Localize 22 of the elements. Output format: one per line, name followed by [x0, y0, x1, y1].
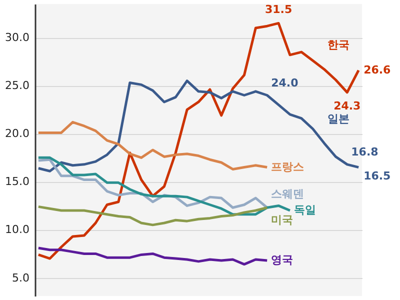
data-label: 16.8	[351, 145, 378, 158]
line-series	[37, 205, 268, 226]
y-tick-label: 25.0	[5, 79, 30, 92]
y-tick-label: 20.0	[5, 127, 30, 140]
y-tick-label: 10.0	[5, 223, 30, 236]
series-label: 일본	[327, 112, 350, 126]
data-label: 16.5	[364, 169, 391, 182]
data-label: 31.5	[264, 3, 292, 16]
data-label: 24.0	[271, 76, 299, 90]
line-series	[37, 120, 268, 170]
series-label: 한국	[327, 38, 350, 52]
data-label: 26.6	[364, 63, 392, 76]
series-label: 독일	[294, 204, 316, 217]
y-tick-label: 5.0	[12, 271, 30, 284]
line-series	[37, 246, 268, 266]
series-label: 프랑스	[271, 160, 304, 174]
series-label: 미국	[271, 214, 294, 227]
data-label: 24.3	[334, 99, 361, 112]
series-label: 스웨덴	[271, 188, 304, 201]
y-tick-label: 30.0	[5, 31, 30, 44]
series-label: 영국	[271, 253, 294, 266]
y-tick-label: 15.0	[5, 175, 30, 188]
